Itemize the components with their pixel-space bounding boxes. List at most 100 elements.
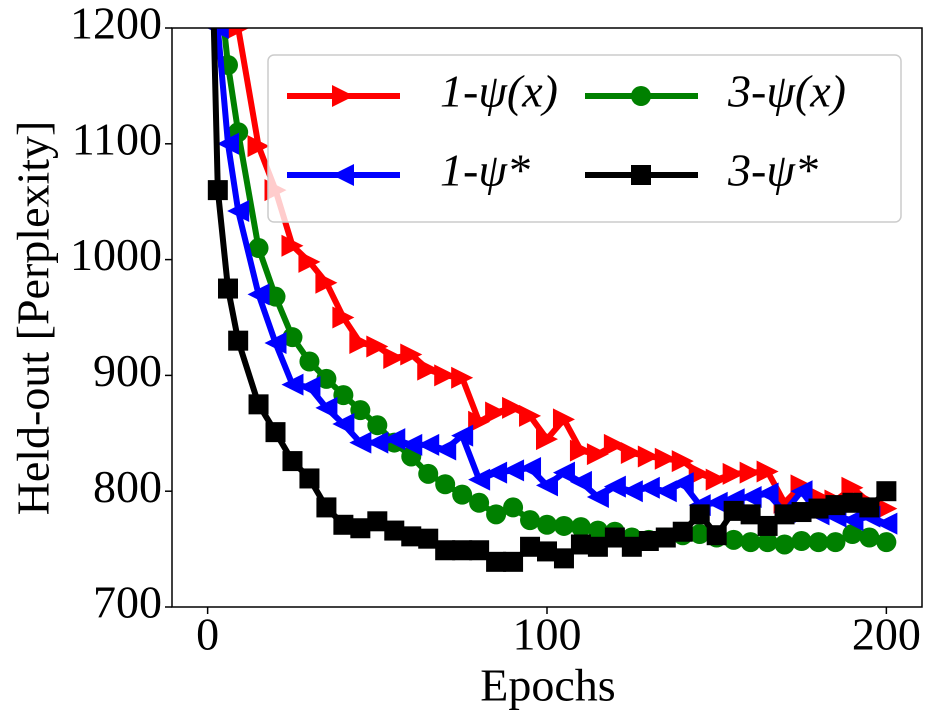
y-tick-label: 1100 — [72, 113, 162, 164]
marker — [842, 524, 863, 545]
marker — [435, 474, 456, 495]
marker — [248, 238, 269, 259]
marker — [417, 433, 440, 456]
marker — [384, 520, 405, 541]
marker — [552, 408, 575, 431]
legend-marker — [332, 164, 354, 186]
marker — [298, 375, 321, 398]
marker — [227, 28, 250, 39]
marker — [217, 278, 238, 299]
legend: 1-ψ(x) 3-ψ(x) 1-ψ* 3-ψ* — [267, 54, 902, 223]
marker — [247, 283, 270, 306]
x-tick-label: 0 — [196, 609, 219, 660]
marker — [875, 512, 898, 535]
marker — [756, 482, 779, 505]
marker — [537, 541, 557, 562]
marker — [227, 199, 250, 222]
marker — [383, 428, 406, 451]
marker — [520, 510, 541, 531]
marker — [434, 364, 457, 387]
marker — [671, 472, 694, 495]
marker — [469, 540, 490, 561]
marker — [468, 468, 491, 491]
marker — [791, 530, 812, 551]
marker — [536, 428, 558, 451]
marker — [468, 410, 491, 433]
marker — [757, 532, 778, 553]
y-axis-label: Held-out [Perplexity] — [8, 121, 59, 516]
marker — [587, 536, 608, 557]
marker — [332, 306, 355, 329]
marker — [452, 540, 473, 561]
legend-label: 1-ψ(x) — [440, 66, 558, 117]
marker — [367, 415, 388, 436]
marker — [791, 502, 812, 523]
y-tick-label: 700 — [93, 577, 162, 628]
marker — [808, 498, 829, 519]
marker — [570, 534, 591, 555]
marker — [520, 536, 541, 557]
marker — [569, 439, 592, 462]
plot-frame — [171, 27, 923, 608]
legend-marker — [631, 165, 651, 185]
marker — [265, 422, 286, 443]
marker — [536, 474, 558, 497]
marker — [469, 492, 490, 513]
marker — [825, 495, 846, 516]
marker — [672, 521, 693, 542]
marker — [503, 551, 524, 572]
marker — [417, 358, 440, 381]
legend-label: 3-ψ(x) — [727, 66, 846, 117]
marker — [637, 445, 660, 468]
marker — [401, 526, 422, 547]
marker — [587, 520, 608, 541]
marker — [349, 431, 372, 454]
marker — [808, 532, 829, 553]
marker — [569, 470, 592, 493]
y-tick-label: 900 — [93, 345, 162, 396]
marker — [248, 394, 269, 415]
marker — [705, 468, 728, 491]
marker — [333, 385, 354, 406]
marker — [282, 451, 303, 472]
legend-label: 1-ψ* — [440, 145, 530, 196]
marker — [383, 347, 406, 370]
marker — [740, 504, 761, 525]
marker — [688, 462, 711, 485]
marker — [740, 532, 761, 553]
marker — [825, 532, 846, 553]
marker — [418, 463, 439, 484]
marker — [757, 515, 778, 536]
marker — [654, 447, 677, 470]
marker — [790, 480, 813, 503]
marker — [299, 351, 320, 372]
marker — [876, 532, 897, 553]
marker — [774, 504, 795, 525]
marker — [316, 368, 337, 389]
marker — [620, 480, 643, 503]
marker — [366, 431, 389, 454]
marker — [281, 234, 304, 257]
marker — [519, 404, 542, 427]
legend-marker — [631, 86, 651, 106]
marker — [586, 443, 609, 466]
marker — [333, 514, 354, 535]
marker — [739, 461, 762, 484]
marker — [435, 540, 456, 561]
marker — [332, 413, 355, 436]
marker — [553, 515, 574, 536]
legend-marker — [332, 85, 354, 107]
marker — [451, 424, 474, 447]
marker — [216, 132, 239, 155]
marker — [603, 433, 626, 456]
marker — [655, 527, 676, 548]
marker — [689, 504, 710, 525]
marker — [604, 527, 625, 548]
marker — [418, 528, 439, 549]
marker — [723, 500, 744, 521]
marker — [486, 504, 507, 525]
marker — [451, 366, 474, 389]
marker — [637, 476, 660, 499]
marker — [875, 497, 898, 520]
